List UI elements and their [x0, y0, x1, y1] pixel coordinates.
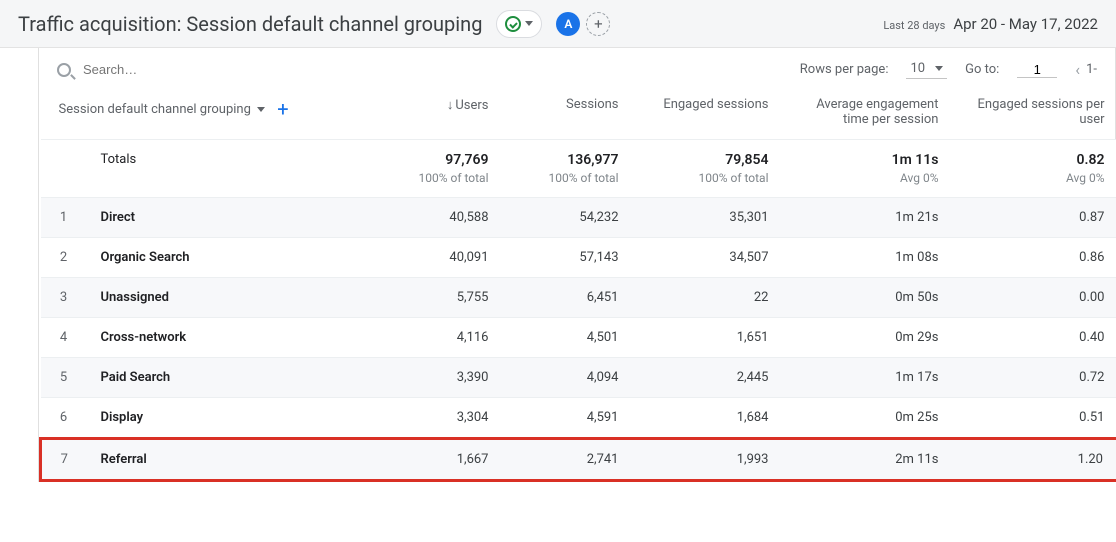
- add-dimension-button[interactable]: +: [271, 97, 295, 121]
- col-header-users[interactable]: ↓Users: [373, 85, 503, 140]
- row-index: 7: [41, 439, 87, 481]
- cell-sessions: 4,501: [503, 318, 633, 358]
- search-icon: [57, 63, 71, 77]
- table-row[interactable]: 1Direct40,58854,23235,3011m 21s0.87: [41, 198, 1116, 238]
- row-dimension[interactable]: Paid Search: [87, 358, 373, 398]
- chevron-down-icon[interactable]: [257, 107, 265, 112]
- rows-per-page-label: Rows per page:: [800, 62, 889, 77]
- add-comparison-button[interactable]: +: [586, 12, 610, 36]
- table-row[interactable]: 2Organic Search40,09157,14334,5071m 08s0…: [41, 238, 1116, 278]
- rows-per-page-select[interactable]: 10: [906, 61, 947, 79]
- cell-sessions: 4,094: [503, 358, 633, 398]
- avatar[interactable]: A: [556, 12, 580, 36]
- cell-engaged-per-user: 1.20: [953, 439, 1116, 481]
- date-range-label: Last 28 days: [883, 19, 945, 32]
- cell-avg-engagement: 1m 17s: [783, 358, 953, 398]
- row-dimension[interactable]: Display: [87, 398, 373, 439]
- row-dimension[interactable]: Direct: [87, 198, 373, 238]
- cell-engaged-per-user: 0.51: [953, 398, 1116, 439]
- col-header-sessions[interactable]: Sessions: [503, 85, 633, 140]
- row-dimension[interactable]: Cross-network: [87, 318, 373, 358]
- page-info: 1-: [1086, 62, 1097, 77]
- cell-engaged-sessions: 2,445: [633, 358, 783, 398]
- row-dimension[interactable]: Unassigned: [87, 278, 373, 318]
- cell-sessions: 2,741: [503, 439, 633, 481]
- cell-avg-engagement: 0m 29s: [783, 318, 953, 358]
- date-range-picker[interactable]: Last 28 days Apr 20 - May 17, 2022: [883, 15, 1098, 33]
- table-row[interactable]: 7Referral1,6672,7411,9932m 11s1.20: [41, 439, 1116, 481]
- cell-avg-engagement: 1m 08s: [783, 238, 953, 278]
- prev-page-button[interactable]: ‹: [1075, 60, 1080, 79]
- cell-engaged-per-user: 0.72: [953, 358, 1116, 398]
- cell-users: 40,588: [373, 198, 503, 238]
- page-title: Traffic acquisition: Session default cha…: [18, 12, 482, 36]
- cell-engaged-per-user: 0.87: [953, 198, 1116, 238]
- table-row[interactable]: 5Paid Search3,3904,0942,4451m 17s0.72: [41, 358, 1116, 398]
- cell-avg-engagement: 2m 11s: [783, 439, 953, 481]
- status-chip[interactable]: [496, 10, 542, 38]
- totals-label: Totals: [87, 140, 373, 198]
- dimension-header[interactable]: Session default channel grouping: [59, 102, 251, 117]
- cell-engaged-sessions: 1,684: [633, 398, 783, 439]
- rows-per-page-value: 10: [910, 61, 925, 76]
- cell-engaged-sessions: 1,993: [633, 439, 783, 481]
- cell-engaged-sessions: 34,507: [633, 238, 783, 278]
- cell-users: 5,755: [373, 278, 503, 318]
- cell-sessions: 4,591: [503, 398, 633, 439]
- check-circle-icon: [505, 16, 521, 32]
- col-header-engaged-per-user[interactable]: Engaged sessions per user: [953, 85, 1116, 140]
- chevron-down-icon: [935, 66, 943, 71]
- cell-engaged-sessions: 22: [633, 278, 783, 318]
- row-index: 5: [41, 358, 87, 398]
- row-index: 1: [41, 198, 87, 238]
- row-index: 4: [41, 318, 87, 358]
- cell-sessions: 57,143: [503, 238, 633, 278]
- row-index: 2: [41, 238, 87, 278]
- cell-avg-engagement: 0m 25s: [783, 398, 953, 439]
- cell-users: 3,304: [373, 398, 503, 439]
- data-table: Session default channel grouping + ↓User…: [39, 85, 1116, 482]
- report-panel: Rows per page: 10 Go to: ‹ 1-: [38, 48, 1116, 482]
- table-row[interactable]: 3Unassigned5,7556,451220m 50s0.00: [41, 278, 1116, 318]
- row-dimension[interactable]: Referral: [87, 439, 373, 481]
- cell-avg-engagement: 1m 21s: [783, 198, 953, 238]
- row-index: 3: [41, 278, 87, 318]
- table-row[interactable]: 4Cross-network4,1164,5011,6510m 29s0.40: [41, 318, 1116, 358]
- goto-label: Go to:: [965, 62, 999, 77]
- cell-avg-engagement: 0m 50s: [783, 278, 953, 318]
- col-header-avg-engagement[interactable]: Average engagement time per session: [783, 85, 953, 140]
- top-bar: Traffic acquisition: Session default cha…: [0, 0, 1116, 48]
- cell-users: 1,667: [373, 439, 503, 481]
- cell-sessions: 6,451: [503, 278, 633, 318]
- cell-engaged-per-user: 0.40: [953, 318, 1116, 358]
- row-dimension[interactable]: Organic Search: [87, 238, 373, 278]
- cell-users: 4,116: [373, 318, 503, 358]
- cell-engaged-sessions: 35,301: [633, 198, 783, 238]
- table-toolbar: Rows per page: 10 Go to: ‹ 1-: [39, 48, 1115, 85]
- table-row[interactable]: 6Display3,3044,5911,6840m 25s0.51: [41, 398, 1116, 439]
- chevron-down-icon: [525, 21, 533, 26]
- cell-engaged-per-user: 0.86: [953, 238, 1116, 278]
- date-range-value: Apr 20 - May 17, 2022: [953, 15, 1098, 33]
- cell-users: 3,390: [373, 358, 503, 398]
- row-index: 6: [41, 398, 87, 439]
- col-header-engaged-sessions[interactable]: Engaged sessions: [633, 85, 783, 140]
- cell-users: 40,091: [373, 238, 503, 278]
- cell-engaged-sessions: 1,651: [633, 318, 783, 358]
- goto-input[interactable]: [1017, 62, 1057, 78]
- cell-engaged-per-user: 0.00: [953, 278, 1116, 318]
- totals-row: Totals 97,769100% of total 136,977100% o…: [41, 140, 1116, 198]
- search-input[interactable]: [83, 62, 283, 77]
- sort-down-icon: ↓: [447, 98, 454, 113]
- cell-sessions: 54,232: [503, 198, 633, 238]
